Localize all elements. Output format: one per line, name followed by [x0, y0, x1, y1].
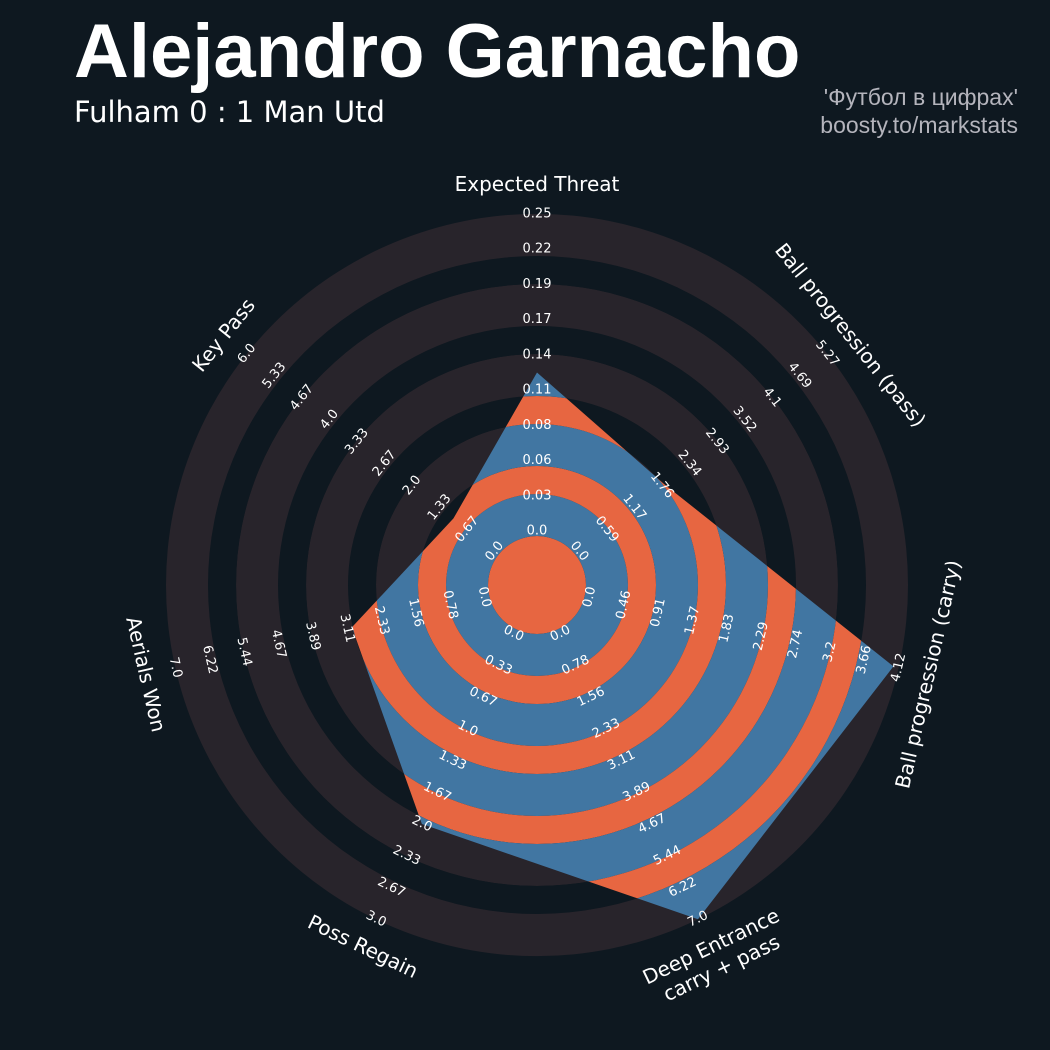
param-label-line: Expected Threat — [455, 172, 620, 196]
tick-label: 0.17 — [523, 312, 552, 327]
tick-label: 0.78 — [439, 589, 460, 621]
tick-label: 0.14 — [523, 347, 552, 362]
tick-label: 0.03 — [523, 488, 552, 503]
tick-label: 0.19 — [523, 277, 552, 292]
tick-label: 4.67 — [268, 628, 289, 660]
tick-label: 3.2 — [820, 640, 839, 664]
tick-label: 5.44 — [233, 636, 254, 668]
tick-label: 0.0 — [527, 524, 548, 539]
tick-label: 0.25 — [523, 207, 552, 222]
param-label: Aerials Won — [121, 614, 171, 734]
tick-label: 3.11 — [336, 613, 357, 645]
tick-label: 3.89 — [302, 620, 323, 652]
credit-line-2: boosty.to/markstats — [820, 112, 1018, 138]
tick-label: 2.29 — [751, 620, 772, 652]
match-subtitle: Fulham 0 : 1 Man Utd — [74, 95, 385, 129]
tick-label: 3.66 — [854, 644, 875, 676]
tick-label: 2.33 — [371, 605, 392, 637]
tick-label: 2.74 — [785, 628, 806, 660]
param-label: Expected Threat — [455, 172, 620, 196]
player-name-title: Alejandro Garnacho — [74, 9, 801, 94]
param-label-line: Aerials Won — [121, 614, 171, 734]
player-polygon — [351, 372, 894, 920]
tick-label: 1.56 — [405, 597, 426, 629]
tick-label: 0.91 — [648, 597, 669, 629]
tick-label: 1.83 — [716, 613, 737, 645]
tick-label: 6.22 — [199, 644, 220, 676]
tick-label: 0.06 — [523, 453, 552, 468]
tick-label: 0.46 — [613, 589, 634, 621]
tick-label: 0.0 — [580, 585, 599, 609]
tick-label: 7.0 — [166, 656, 185, 680]
tick-label: 0.08 — [523, 418, 552, 433]
credit-line-1: 'Футбол в цифрах' — [823, 84, 1018, 110]
tick-label: 0.22 — [523, 242, 552, 257]
tick-label: 1.37 — [682, 605, 703, 637]
polygon-ring-band — [488, 536, 586, 634]
tick-label: 0.0 — [475, 585, 494, 609]
tick-label: 4.12 — [888, 652, 909, 684]
polygon-ring-band — [446, 494, 628, 676]
tick-label: 0.11 — [523, 383, 552, 398]
